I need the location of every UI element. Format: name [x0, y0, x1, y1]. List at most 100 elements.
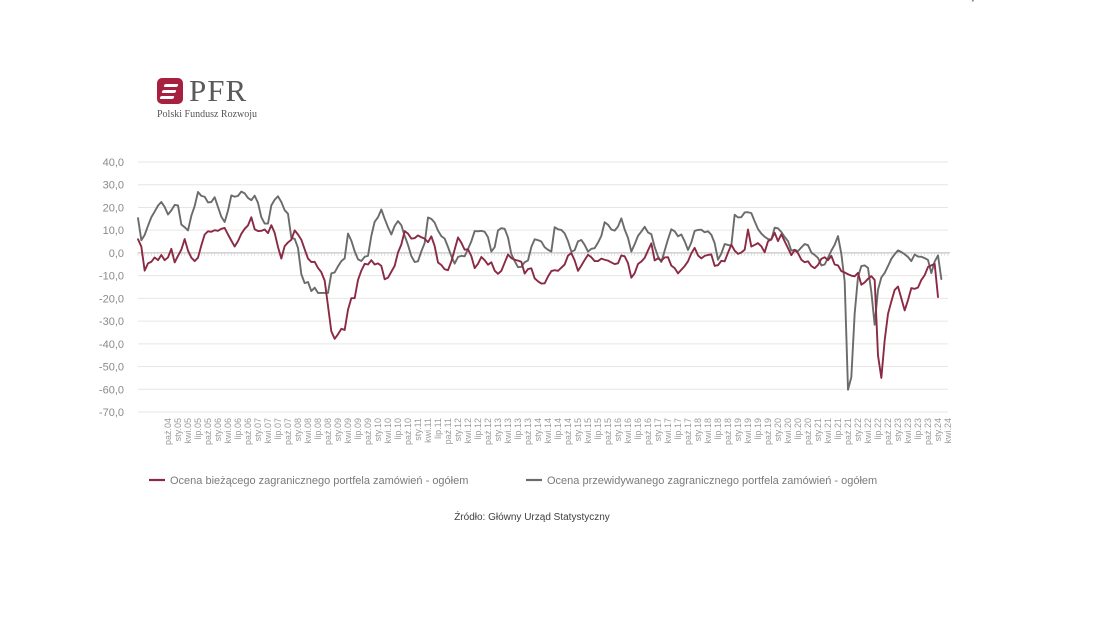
x-tick-label: lip.15: [593, 418, 603, 440]
x-tick-label: kwi.13: [503, 418, 513, 444]
x-tick-label: sty.10: [373, 418, 383, 441]
x-tick-label: kwi.16: [623, 418, 633, 444]
x-tick-label: lip.11: [433, 418, 443, 439]
x-tick-label: sty.05: [173, 418, 183, 441]
x-tick-label: sty.24: [933, 418, 943, 441]
logo-subtitle: Polski Fundusz Rozwoju: [157, 109, 258, 120]
x-tick-label: kwi.07: [263, 418, 273, 444]
x-tick-label: paź.16: [643, 418, 653, 445]
x-tick-label: kwi.12: [463, 418, 473, 444]
x-tick-label: lip.07: [273, 418, 283, 440]
x-tick-label: kwi.22: [863, 418, 873, 444]
x-tick-label: kwi.05: [183, 418, 193, 444]
x-tick-label: kwi.21: [823, 418, 833, 444]
x-tick-label: paź.05: [203, 418, 213, 445]
end-label-expected: -11,5: [954, 0, 981, 3]
x-tick-label: sty.19: [733, 418, 743, 441]
legend-label: Ocena bieżącego zagranicznego portfela z…: [170, 475, 468, 487]
x-tick-label: sty.23: [893, 418, 903, 441]
x-tick-label: lip.12: [473, 418, 483, 440]
x-tick-label: kwi.19: [743, 418, 753, 444]
x-tick-label: sty.09: [333, 418, 343, 441]
x-tick-label: paź.09: [363, 418, 373, 445]
end-value-labels: -19,4-11,5: [954, 0, 982, 3]
y-tick-label: -70,0: [99, 407, 124, 419]
y-tick-label: 0,0: [109, 248, 124, 260]
x-tick-label: kwi.08: [303, 418, 313, 444]
x-tick-label: paź.19: [763, 418, 773, 445]
y-tick-label: -20,0: [99, 293, 124, 305]
x-tick-label: lip.08: [313, 418, 323, 440]
series-current-line: [137, 216, 939, 379]
x-tick-label: lip.16: [633, 418, 643, 440]
y-axis-labels: 40,0 30,0 20,0 10,0 0,0 -10,0 -20,0 -30,0 -40,0 -…: [99, 157, 124, 419]
series-lines: [137, 190, 943, 391]
x-tick-label: paź.06: [243, 418, 253, 445]
x-tick-label: sty.07: [253, 418, 263, 441]
x-tick-label: kwi.23: [903, 418, 913, 444]
y-tick-label: -30,0: [99, 316, 124, 328]
x-tick-label: paź.13: [523, 418, 533, 445]
x-tick-label: lip.19: [753, 418, 763, 440]
x-tick-label: kwi.15: [583, 418, 593, 444]
x-tick-label: sty.08: [293, 418, 303, 441]
y-tick-label: -40,0: [99, 339, 124, 351]
series-expected-line: [137, 190, 943, 391]
x-tick-label: kwi.24: [943, 418, 953, 444]
x-tick-label: lip.17: [673, 418, 683, 440]
y-tick-label: 20,0: [103, 202, 124, 214]
x-tick-label: sty.20: [773, 418, 783, 441]
x-tick-label: sty.18: [693, 418, 703, 441]
x-tick-label: kwi.18: [703, 418, 713, 444]
x-tick-label: lip.13: [513, 418, 523, 440]
x-tick-label: sty.15: [573, 418, 583, 441]
x-tick-label: sty.14: [533, 418, 543, 441]
x-tick-label: kwi.11: [423, 418, 433, 443]
legend-item-expected: Ocena przewidywanego zagranicznego portf…: [526, 475, 877, 487]
x-tick-label: paź.08: [323, 418, 333, 445]
y-tick-label: -60,0: [99, 384, 124, 396]
x-tick-label: kwi.14: [543, 418, 553, 444]
y-tick-label: 40,0: [103, 157, 124, 169]
x-tick-label: paź.07: [283, 418, 293, 445]
x-tick-label: lip.14: [553, 418, 563, 440]
x-tick-label: paź.10: [403, 418, 413, 445]
x-tick-label: lip.21: [833, 418, 843, 440]
x-tick-label: kwi.09: [343, 418, 353, 444]
x-tick-label: lip.23: [913, 418, 923, 440]
x-tick-label: sty.17: [653, 418, 663, 441]
x-tick-label: paź.20: [803, 418, 813, 445]
x-tick-label: paź.18: [723, 418, 733, 445]
x-tick-label: paź.17: [683, 418, 693, 445]
x-tick-label: paź.15: [603, 418, 613, 445]
x-tick-label: lip.09: [353, 418, 363, 440]
legend-label: Ocena przewidywanego zagranicznego portf…: [547, 475, 877, 487]
x-tick-label: paź.04: [163, 418, 173, 445]
x-tick-label: sty.22: [853, 418, 863, 441]
x-tick-label: lip.06: [233, 418, 243, 440]
x-tick-label: sty.12: [453, 418, 463, 441]
pfr-logo: PFR Polski Fundusz Rozwoju: [157, 73, 297, 122]
x-tick-label: kwi.20: [783, 418, 793, 444]
grid-lines: [138, 161, 948, 413]
x-axis-labels: paź.04 sty.05 kwi.05 lip.05 paź.05 sty.06 kwi.…: [163, 418, 953, 445]
x-tick-label: paź.23: [923, 418, 933, 445]
x-tick-label: paź.22: [883, 418, 893, 445]
x-tick-label: sty.21: [813, 418, 823, 441]
x-tick-label: lip.10: [393, 418, 403, 440]
y-tick-label: -10,0: [99, 271, 124, 283]
y-tick-label: 30,0: [103, 180, 124, 192]
x-tick-label: paź.11: [443, 418, 453, 444]
x-tick-label: kwi.17: [663, 418, 673, 444]
x-tick-label: sty.13: [493, 418, 503, 441]
pfr-logo-mark-icon: [157, 78, 183, 104]
x-tick-label: lip.18: [713, 418, 723, 440]
logo-wordmark: PFR: [189, 73, 248, 108]
x-tick-label: sty.06: [213, 418, 223, 441]
y-tick-label: -50,0: [99, 362, 124, 374]
x-tick-label: lip.22: [873, 418, 883, 440]
x-tick-label: kwi.10: [383, 418, 393, 444]
x-tick-label: kwi.06: [223, 418, 233, 444]
x-tick-label: paź.14: [563, 418, 573, 445]
